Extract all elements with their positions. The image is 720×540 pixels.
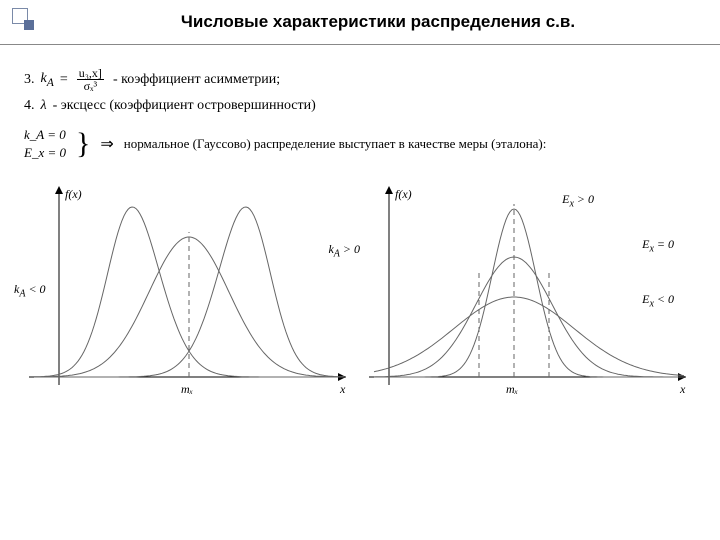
slide-content: 3. kA = u₃,x] σₓ³ - коэффициент асимметр… (0, 45, 720, 428)
ann-ex-neg: Ex < 0 (642, 292, 674, 309)
item3-desc: - коэффициент асимметрии; (113, 72, 280, 88)
ann-ka-pos: kA > 0 (328, 242, 360, 259)
condition-text: нормальное (Гауссово) распределение выст… (124, 136, 547, 152)
ann-ka-neg: kA < 0 (14, 282, 46, 299)
item3-prefix: 3. (24, 72, 35, 88)
svg-text:x: x (679, 382, 686, 396)
item3-fraction: u₃,x] σₓ³ (77, 67, 104, 92)
svg-text:f(x): f(x) (395, 187, 412, 201)
brace-icon: } (76, 129, 90, 159)
diagrams-row: f(x)xmₓ kA < 0 kA > 0 f(x)xmₓ Ex > 0 Ex … (24, 182, 696, 412)
ann-ex-zero: Ex = 0 (642, 237, 674, 254)
condition-values: k_A = 0 E_x = 0 (24, 126, 66, 162)
item-3: 3. kA = u₃,x] σₓ³ - коэффициент асимметр… (24, 67, 696, 92)
svg-text:f(x): f(x) (65, 187, 82, 201)
item4-prefix: 4. (24, 98, 35, 114)
slide-header: Числовые характеристики распределения с.… (0, 0, 720, 45)
svg-text:mₓ: mₓ (506, 382, 518, 396)
slide-title: Числовые характеристики распределения с.… (48, 12, 708, 32)
ann-ex-pos: Ex > 0 (562, 192, 594, 209)
arrow-icon: ⇒ (100, 134, 113, 154)
item-4: 4. λ - эксцесс (коэффициент островершинн… (24, 98, 696, 114)
svg-text:mₓ: mₓ (181, 382, 193, 396)
skewness-chart: f(x)xmₓ kA < 0 kA > 0 (24, 182, 354, 412)
condition-row: k_A = 0 E_x = 0 } ⇒ нормальное (Гауссово… (24, 126, 696, 162)
svg-text:x: x (339, 382, 346, 396)
item4-desc: - эксцесс (коэффициент островершинности) (53, 98, 316, 114)
header-bullet-icon (12, 8, 40, 36)
kurtosis-chart: f(x) x mₓ Ex > 0 Ex = 0 Ex < 0 (364, 182, 694, 412)
